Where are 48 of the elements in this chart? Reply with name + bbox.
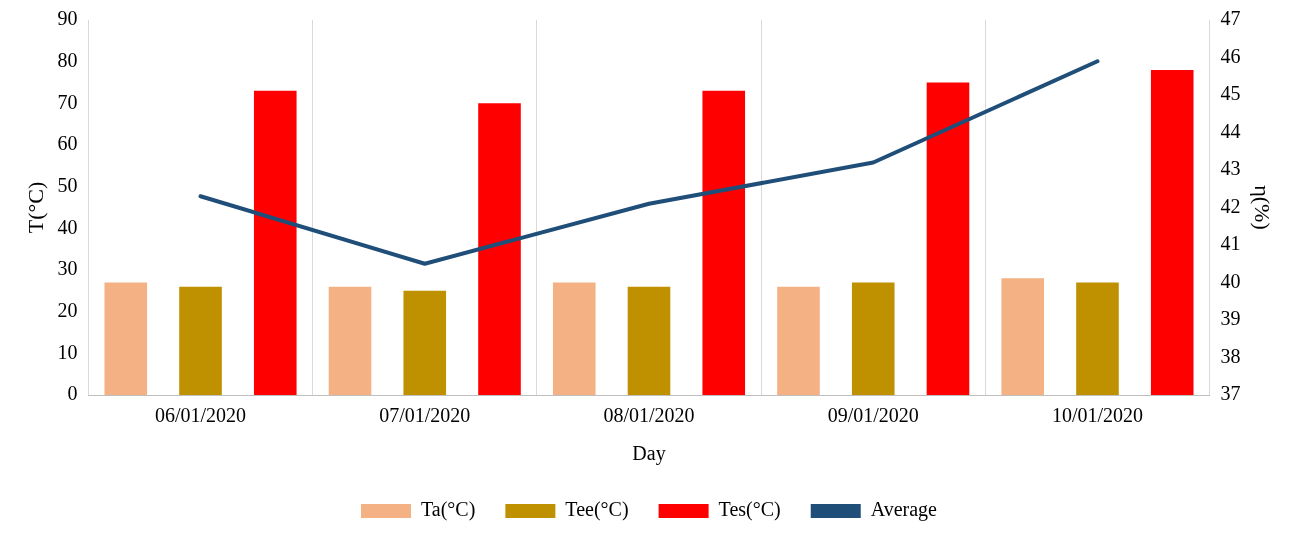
bar [403, 290, 447, 395]
y2-tick-label: 40 [1220, 269, 1241, 292]
legend-label: Tes(°C) [718, 498, 781, 522]
x-tick-label: 07/01/2020 [379, 404, 471, 427]
y2-tick-label: 41 [1220, 232, 1241, 255]
x-tick-label: 06/01/2020 [154, 404, 247, 427]
legend-label: Ta(°C) [421, 498, 476, 522]
bar [702, 90, 746, 395]
bar [328, 286, 372, 395]
bar [552, 282, 596, 395]
y-tick-label: 20 [57, 298, 78, 321]
bar [104, 282, 148, 395]
y2-tick-label: 43 [1220, 157, 1241, 180]
bar [1150, 70, 1194, 395]
y2-tick-label: 47 [1220, 7, 1241, 30]
y2-tick-label: 38 [1220, 344, 1241, 367]
bar [179, 286, 222, 395]
y-tick-label: 0 [67, 382, 78, 405]
bar [851, 282, 895, 395]
y2-tick-label: 37 [1220, 382, 1241, 405]
y-tick-label: 60 [57, 132, 78, 155]
bar [1076, 282, 1119, 395]
y-tick-label: 90 [57, 7, 78, 30]
x-tick-label: 10/01/2020 [1051, 404, 1144, 427]
x-tick-label: 08/01/2020 [603, 404, 695, 427]
legend-label: Average [870, 498, 938, 522]
y2-tick-label: 46 [1220, 44, 1241, 67]
x-tick-label: 09/01/2020 [827, 404, 919, 427]
y-tick-label: 10 [57, 340, 78, 363]
bar [926, 82, 970, 395]
y-tick-label: 50 [57, 173, 78, 196]
y-tick-label: 40 [57, 215, 78, 238]
y2-tick-label: 39 [1220, 307, 1241, 330]
y-tick-label: 30 [57, 257, 78, 280]
bar [478, 103, 521, 395]
bar [1001, 278, 1045, 395]
y-axis-title: T(°C) [22, 181, 48, 234]
y2-tick-label: 42 [1220, 194, 1241, 217]
legend-label: Tee(°C) [565, 498, 629, 522]
y2-tick-label: 44 [1220, 119, 1241, 142]
y-tick-label: 80 [57, 48, 78, 71]
y-tick-label: 70 [57, 90, 78, 113]
y2-tick-label: 45 [1220, 82, 1241, 105]
bar [253, 90, 297, 395]
x-axis-title: Day [632, 442, 666, 466]
y2-axis-title: η(%) [1250, 185, 1276, 230]
bar [627, 286, 671, 395]
bar [777, 286, 820, 395]
